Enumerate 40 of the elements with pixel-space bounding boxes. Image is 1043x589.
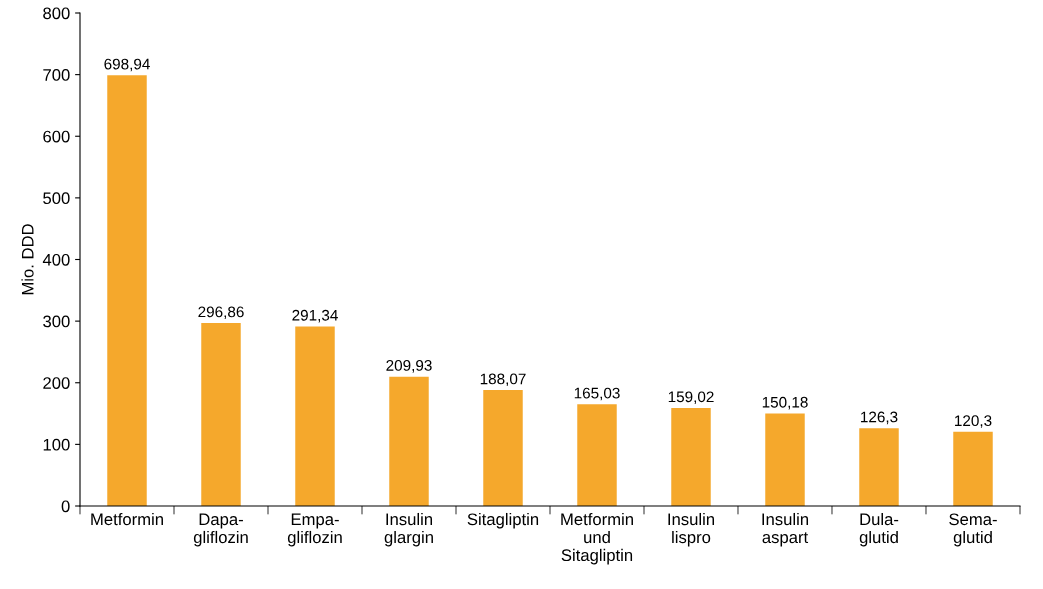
y-tick-label: 800 [43,7,70,20]
data-label: 165,03 [574,387,620,401]
data-label: 296,86 [198,306,244,320]
y-tick-label: 200 [43,377,70,389]
data-label: 159,02 [668,391,714,405]
bar [953,431,993,506]
bar [765,413,805,506]
x-tick-label: Metformin [91,512,163,526]
y-tick-label: 500 [43,192,70,205]
x-tick-label: Sitagliptin [467,512,539,529]
x-tick-label: Sema- glutid [949,513,997,547]
y-tick-label: 100 [43,438,70,451]
x-tick-label: Metformin und Sitagliptin [561,512,633,565]
bar [483,390,523,506]
y-tick-label: 700 [43,69,70,81]
bar [671,408,711,506]
y-axis-title: Mio. DDD [21,224,34,295]
x-tick-label: Empa- gliflozin [287,513,342,547]
bar [201,323,241,506]
x-tick-label: Insulin glargin [384,512,433,547]
y-tick-label: 0 [61,500,70,513]
bar [577,404,617,506]
x-tick-label: Dapa- gliflozin [193,513,248,547]
data-label: 126,3 [861,411,898,425]
x-tick-label: Insulin aspart [762,512,809,547]
data-label: 150,18 [762,396,808,410]
data-label: 188,07 [480,373,526,387]
data-label: 291,34 [292,309,338,323]
bar [389,376,429,506]
y-tick-label: 400 [42,253,70,266]
bar [859,428,899,506]
bar [295,326,335,506]
data-label: 698,94 [104,58,150,72]
data-label: 209,93 [386,360,432,373]
y-tick-label: 600 [43,130,70,143]
y-tick-label: 300 [43,315,70,328]
x-tick-label: Dula- glutid [859,512,899,547]
data-label: 120,3 [955,415,992,428]
x-tick-label: Insulin lispro [668,512,715,547]
bar [107,75,147,506]
